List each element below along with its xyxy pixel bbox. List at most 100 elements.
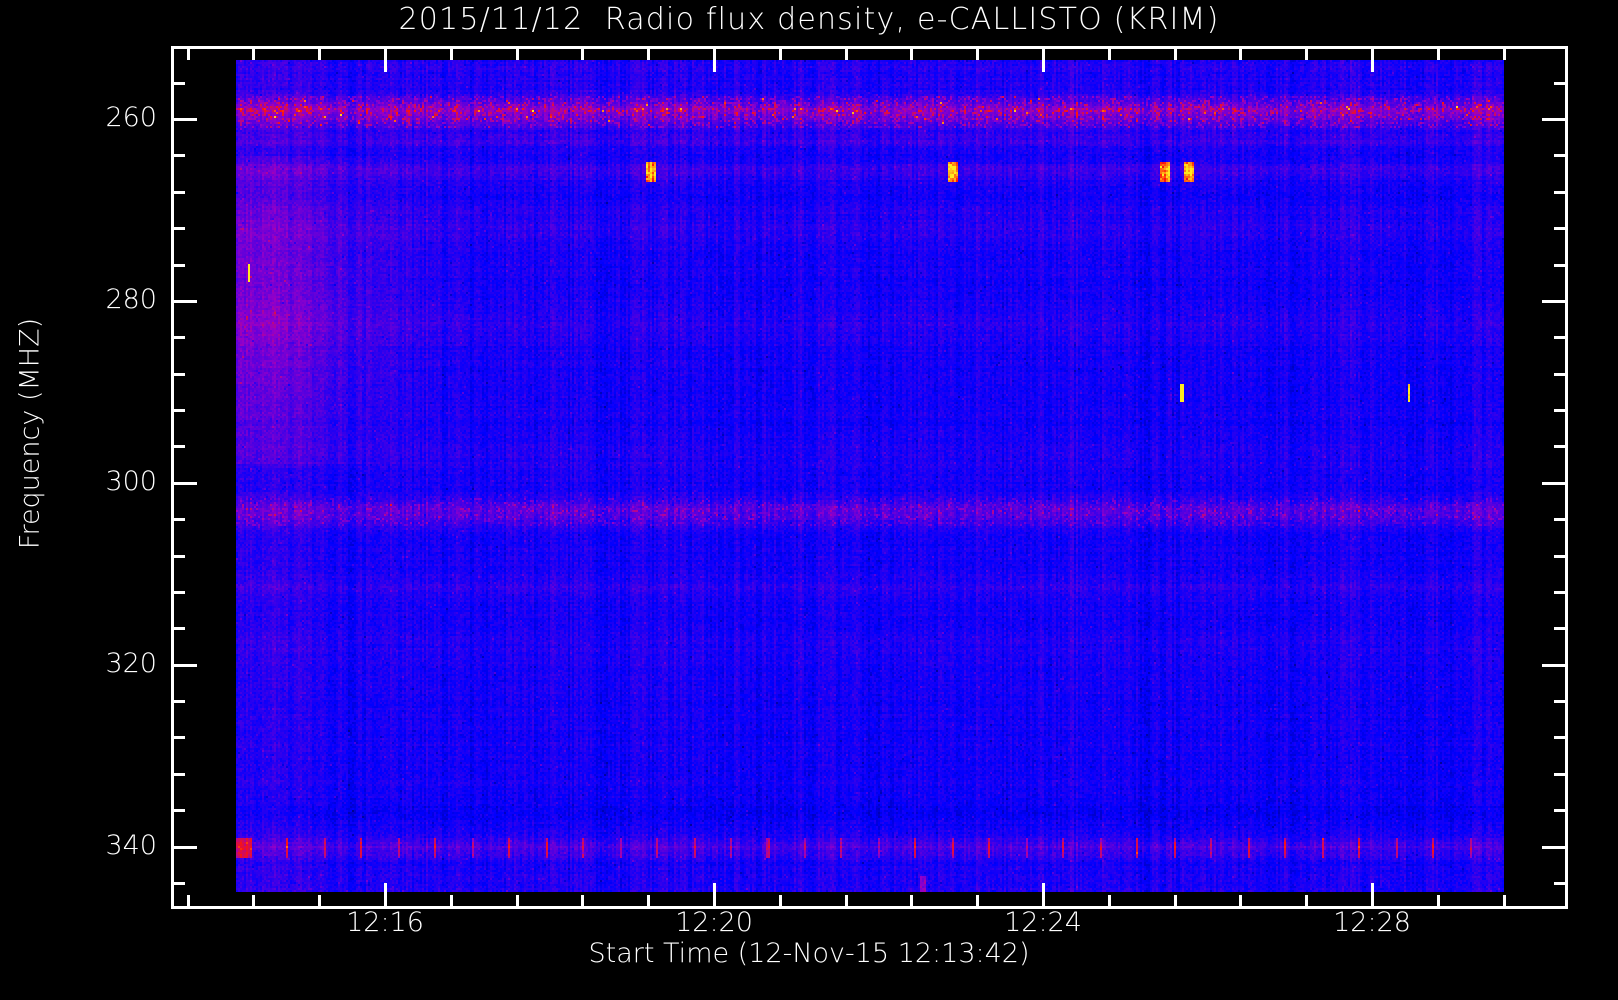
- x-axis-title: Start Time (12-Nov-15 12:13:42): [588, 938, 1030, 969]
- y-axis-title: Frequency (MHZ): [14, 317, 46, 550]
- x-tick-major-top: [384, 46, 387, 72]
- x-tick-minor-top: [779, 46, 782, 60]
- y-tick-label: 260: [105, 102, 157, 134]
- x-tick-minor-bottom: [647, 895, 650, 909]
- y-tick-minor-left: [171, 409, 185, 412]
- spectrogram-image: [236, 60, 1504, 892]
- page-title: 2015/11/12 Radio flux density, e-CALLIST…: [398, 2, 1220, 37]
- x-tick-minor-top: [450, 46, 453, 60]
- y-tick-minor-left: [171, 82, 185, 85]
- y-tick-minor-left: [171, 227, 185, 230]
- x-tick-minor-bottom: [318, 895, 321, 909]
- y-tick-minor-left: [171, 809, 185, 812]
- x-tick-minor-bottom: [1174, 895, 1177, 909]
- x-tick-label: 12:16: [346, 907, 424, 938]
- y-tick-minor-left: [171, 627, 185, 630]
- x-tick-major-bottom: [713, 883, 716, 909]
- x-tick-major-bottom: [384, 883, 387, 909]
- x-tick-minor-bottom: [1437, 895, 1440, 909]
- x-tick-minor-top: [910, 46, 913, 60]
- x-tick-label: 12:20: [675, 907, 753, 938]
- y-tick-minor-right: [1554, 555, 1568, 558]
- x-tick-minor-top: [516, 46, 519, 60]
- x-tick-minor-bottom: [581, 895, 584, 909]
- y-tick-minor-left: [171, 700, 185, 703]
- y-tick-minor-left: [171, 264, 185, 267]
- y-tick-minor-right: [1554, 82, 1568, 85]
- y-tick-minor-left: [171, 773, 185, 776]
- x-tick-major-top: [1042, 46, 1045, 72]
- y-tick-minor-left: [171, 555, 185, 558]
- x-tick-minor-bottom: [976, 895, 979, 909]
- x-tick-minor-top: [845, 46, 848, 60]
- x-tick-minor-bottom: [252, 895, 255, 909]
- y-tick-major-left: [171, 846, 197, 849]
- y-tick-minor-right: [1554, 627, 1568, 630]
- y-tick-major-right: [1542, 664, 1568, 667]
- x-tick-minor-top: [1174, 46, 1177, 60]
- x-tick-minor-top: [647, 46, 650, 60]
- x-tick-minor-bottom: [845, 895, 848, 909]
- y-tick-major-right: [1542, 482, 1568, 485]
- y-tick-label: 280: [105, 283, 157, 315]
- y-tick-major-left: [171, 300, 197, 303]
- y-tick-minor-right: [1554, 445, 1568, 448]
- y-tick-minor-right: [1554, 882, 1568, 885]
- y-tick-label: 320: [105, 647, 157, 679]
- y-tick-minor-right: [1554, 191, 1568, 194]
- x-tick-minor-bottom: [1503, 895, 1506, 909]
- y-tick-minor-right: [1554, 809, 1568, 812]
- y-tick-label: 300: [105, 465, 157, 497]
- x-tick-minor-bottom: [779, 895, 782, 909]
- x-tick-minor-bottom: [516, 895, 519, 909]
- y-tick-minor-right: [1554, 336, 1568, 339]
- y-tick-minor-left: [171, 591, 185, 594]
- y-tick-major-left: [171, 664, 197, 667]
- x-tick-minor-bottom: [1239, 895, 1242, 909]
- x-tick-minor-top: [581, 46, 584, 60]
- y-tick-minor-left: [171, 736, 185, 739]
- x-tick-minor-bottom: [1108, 895, 1111, 909]
- y-tick-major-left: [171, 118, 197, 121]
- y-tick-minor-left: [171, 518, 185, 521]
- x-tick-minor-top: [252, 46, 255, 60]
- x-tick-major-top: [713, 46, 716, 72]
- x-tick-minor-top: [1437, 46, 1440, 60]
- x-tick-minor-top: [1503, 46, 1506, 60]
- y-tick-minor-right: [1554, 700, 1568, 703]
- x-tick-label: 12:28: [1333, 907, 1411, 938]
- y-tick-minor-right: [1554, 591, 1568, 594]
- y-tick-minor-left: [171, 445, 185, 448]
- x-tick-minor-top: [976, 46, 979, 60]
- y-tick-major-right: [1542, 118, 1568, 121]
- y-tick-label: 340: [105, 829, 157, 861]
- y-tick-major-right: [1542, 846, 1568, 849]
- y-tick-minor-left: [171, 154, 185, 157]
- x-tick-minor-top: [318, 46, 321, 60]
- y-tick-minor-right: [1554, 409, 1568, 412]
- y-tick-minor-right: [1554, 264, 1568, 267]
- x-tick-major-top: [1371, 46, 1374, 72]
- x-tick-minor-bottom: [450, 895, 453, 909]
- y-tick-minor-right: [1554, 773, 1568, 776]
- x-tick-major-bottom: [1371, 883, 1374, 909]
- x-tick-minor-bottom: [187, 895, 190, 909]
- y-tick-minor-left: [171, 373, 185, 376]
- x-tick-minor-top: [1239, 46, 1242, 60]
- y-tick-minor-right: [1554, 736, 1568, 739]
- x-tick-minor-bottom: [910, 895, 913, 909]
- plot-frame: [171, 46, 1568, 909]
- y-tick-major-right: [1542, 300, 1568, 303]
- y-tick-minor-left: [171, 191, 185, 194]
- x-tick-minor-top: [187, 46, 190, 60]
- y-tick-major-left: [171, 482, 197, 485]
- y-tick-minor-right: [1554, 154, 1568, 157]
- x-tick-label: 12:24: [1004, 907, 1082, 938]
- x-tick-major-bottom: [1042, 883, 1045, 909]
- y-tick-minor-left: [171, 882, 185, 885]
- x-tick-minor-bottom: [1305, 895, 1308, 909]
- y-tick-minor-right: [1554, 373, 1568, 376]
- x-tick-minor-top: [1305, 46, 1308, 60]
- y-tick-minor-right: [1554, 518, 1568, 521]
- x-tick-minor-top: [1108, 46, 1111, 60]
